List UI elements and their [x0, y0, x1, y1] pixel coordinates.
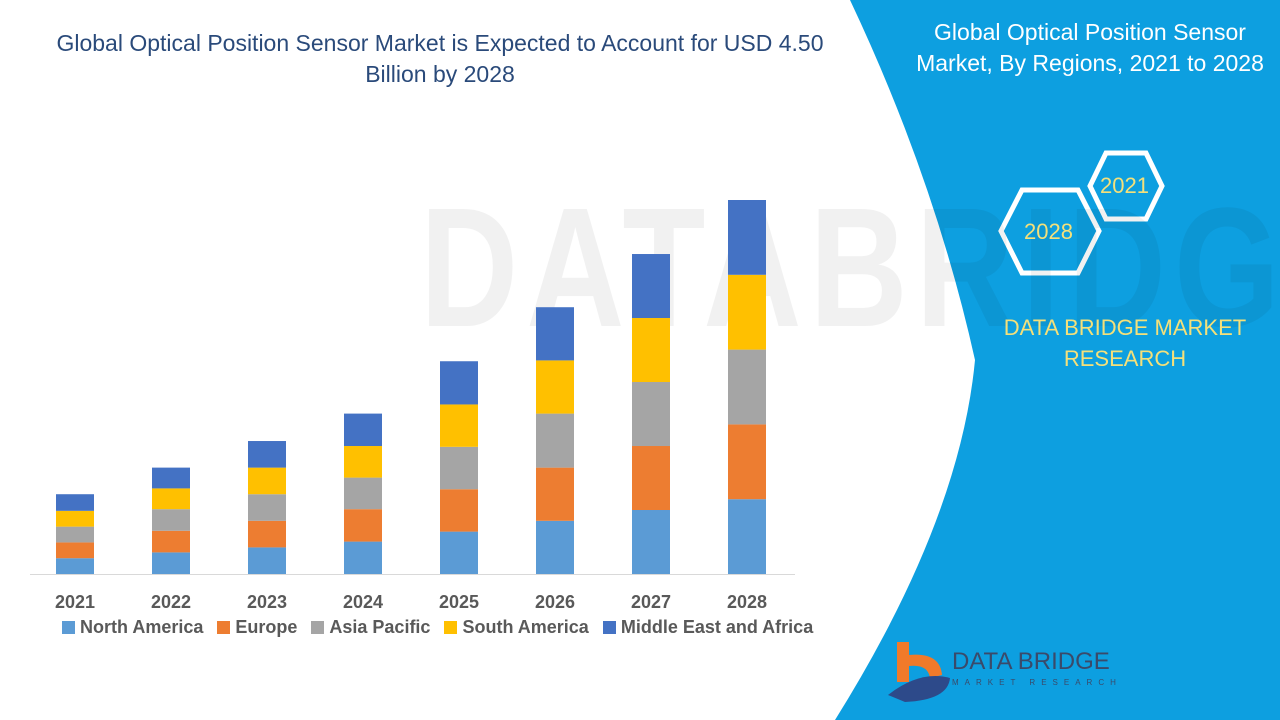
- hex-label-2028: 2028: [1024, 219, 1073, 244]
- bar-2022-1: [152, 530, 190, 553]
- legend-swatch: [311, 621, 325, 634]
- bar-2028-4: [728, 200, 766, 275]
- logo-mark-icon: [888, 642, 950, 702]
- legend-label: South America: [462, 617, 589, 637]
- legend-label: Middle East and Africa: [620, 617, 814, 637]
- bar-2023-3: [248, 467, 286, 495]
- logo-tagline: MARKET RESEARCH: [952, 678, 1122, 687]
- bar-2028-0: [728, 499, 766, 574]
- bar-2027-3: [632, 318, 670, 383]
- bar-2023-2: [248, 494, 286, 521]
- bar-2028-3: [728, 274, 766, 350]
- bar-2026-3: [536, 360, 574, 414]
- bar-2023-0: [248, 547, 286, 574]
- bar-2022-2: [152, 509, 190, 531]
- legend-item: South America: [444, 617, 589, 638]
- bar-2027-0: [632, 510, 670, 574]
- chart-area: 2021 2022 2023 2024 2025 2026 2027 2028: [30, 200, 795, 612]
- bar-2025-3: [440, 404, 478, 447]
- bar-2021-3: [56, 510, 94, 527]
- legend-swatch: [444, 621, 458, 634]
- legend-swatch: [602, 621, 616, 634]
- bar-2022-3: [152, 488, 190, 510]
- bar-2024-0: [344, 541, 382, 574]
- bar-2024-3: [344, 446, 382, 478]
- x-tick-label: 2025: [439, 592, 479, 612]
- x-tick-label: 2026: [535, 592, 575, 612]
- legend-item: North America: [62, 617, 203, 638]
- bar-2026-1: [536, 467, 574, 521]
- bar-2021-4: [56, 494, 94, 511]
- bar-2021-0: [56, 558, 94, 574]
- bar-2027-2: [632, 382, 670, 447]
- legend-swatch: [217, 621, 231, 634]
- brand-text: DATA BRIDGE MARKET RESEARCH: [1003, 315, 1247, 371]
- chart-title: Global Optical Position Sensor Market is…: [56, 30, 824, 87]
- bar-2026-0: [536, 520, 574, 574]
- bar-2023-4: [248, 441, 286, 468]
- bar-2027-4: [632, 254, 670, 319]
- x-tick-label: 2024: [343, 592, 383, 612]
- x-tick-label: 2028: [727, 592, 767, 612]
- bar-2024-1: [344, 509, 382, 542]
- bar-2021-2: [56, 526, 94, 543]
- bar-2025-4: [440, 361, 478, 405]
- legend-swatch: [62, 621, 75, 634]
- x-tick-label: 2027: [631, 592, 671, 612]
- x-tick-label: 2022: [151, 592, 191, 612]
- bar-2027-1: [632, 446, 670, 511]
- bar-2021-1: [56, 542, 94, 559]
- hex-2028: [998, 187, 1102, 276]
- x-tick-label: 2021: [55, 592, 95, 612]
- logo-name: DATA BRIDGE: [952, 648, 1110, 675]
- x-tick-label: 2023: [247, 592, 287, 612]
- bar-2022-0: [152, 552, 190, 574]
- bar-2026-4: [536, 307, 574, 361]
- bar-2023-1: [248, 520, 286, 548]
- bar-2024-4: [344, 413, 382, 447]
- legend-label: Asia Pacific: [329, 617, 431, 637]
- bar-2028-1: [728, 424, 766, 500]
- legend: North America Europe Asia Pacific South Ame…: [62, 617, 813, 638]
- legend-label: North America: [80, 617, 204, 637]
- bar-2026-2: [536, 413, 574, 468]
- bar-2022-4: [152, 467, 190, 489]
- legend-label: Europe: [235, 617, 298, 637]
- legend-item: Middle East and Africa: [602, 617, 814, 638]
- legend-item: Asia Pacific: [311, 617, 430, 638]
- hex-2021: [1087, 150, 1165, 222]
- panel-title: Global Optical Position Sensor Market, B…: [916, 19, 1264, 76]
- bar-2028-2: [728, 349, 766, 425]
- hex-label-2021: 2021: [1100, 173, 1149, 198]
- legend-item: Europe: [217, 617, 297, 638]
- bar-2025-0: [440, 531, 478, 574]
- bar-2025-2: [440, 446, 478, 490]
- bar-2024-2: [344, 477, 382, 510]
- bar-2025-1: [440, 489, 478, 532]
